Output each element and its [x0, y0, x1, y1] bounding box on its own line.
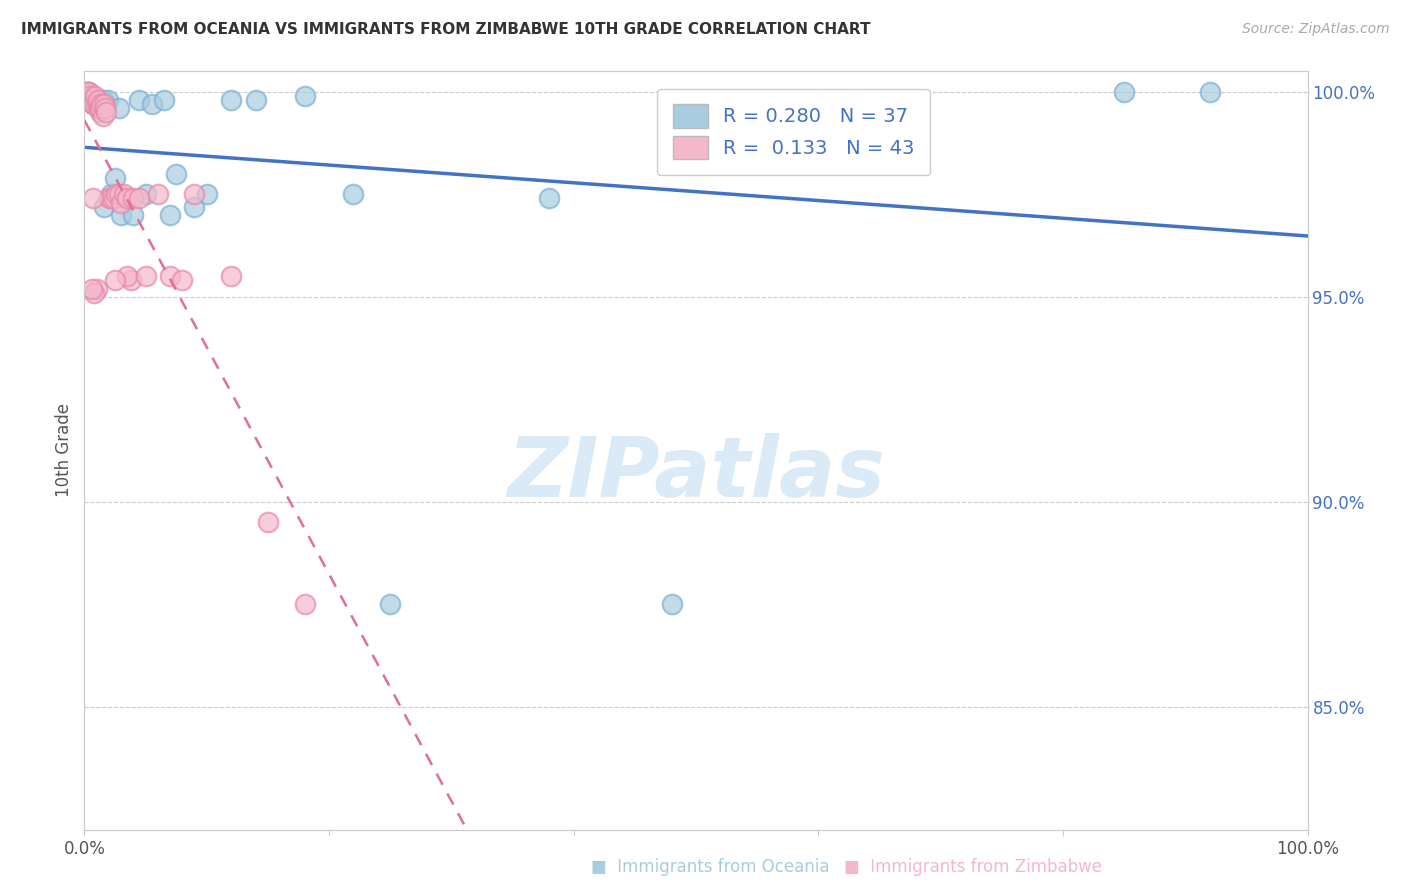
- Point: [91, 93, 114, 107]
- Point: [294, 597, 316, 611]
- Point: [342, 187, 364, 202]
- Point: [93, 97, 115, 112]
- Point: [159, 208, 181, 222]
- Point: [120, 273, 142, 287]
- Point: [87, 101, 110, 115]
- Point: [76, 85, 98, 99]
- Point: [100, 187, 122, 202]
- Point: [83, 97, 105, 112]
- Point: [257, 515, 280, 529]
- Point: [153, 93, 176, 107]
- Point: [90, 97, 112, 112]
- Point: [84, 89, 107, 103]
- Point: [219, 269, 242, 284]
- Text: ■  Immigrants from Oceania: ■ Immigrants from Oceania: [591, 858, 830, 876]
- Point: [128, 93, 150, 107]
- Point: [159, 269, 181, 284]
- Point: [91, 110, 114, 124]
- Point: [83, 97, 105, 112]
- Point: [82, 191, 104, 205]
- Point: [112, 187, 135, 202]
- Point: [86, 97, 108, 112]
- Point: [107, 101, 129, 115]
- Point: [82, 97, 104, 112]
- Point: [82, 97, 104, 112]
- Point: [183, 200, 205, 214]
- Point: [104, 170, 127, 185]
- Point: [1198, 85, 1220, 99]
- Text: ■  Immigrants from Zimbabwe: ■ Immigrants from Zimbabwe: [844, 858, 1101, 876]
- Point: [87, 93, 110, 107]
- Point: [87, 93, 110, 107]
- Point: [104, 273, 127, 287]
- Point: [122, 208, 145, 222]
- Point: [219, 93, 242, 107]
- Text: Source: ZipAtlas.com: Source: ZipAtlas.com: [1241, 22, 1389, 37]
- Legend: R = 0.280   N = 37, R =  0.133   N = 43: R = 0.280 N = 37, R = 0.133 N = 43: [658, 88, 931, 175]
- Point: [141, 97, 163, 112]
- Point: [100, 191, 122, 205]
- Point: [96, 97, 118, 112]
- Point: [122, 191, 145, 205]
- Point: [75, 85, 97, 99]
- Point: [128, 191, 150, 205]
- Point: [1114, 85, 1136, 99]
- Y-axis label: 10th Grade: 10th Grade: [55, 403, 73, 498]
- Text: IMMIGRANTS FROM OCEANIA VS IMMIGRANTS FROM ZIMBABWE 10TH GRADE CORRELATION CHART: IMMIGRANTS FROM OCEANIA VS IMMIGRANTS FR…: [21, 22, 870, 37]
- Point: [77, 85, 100, 99]
- Point: [165, 167, 187, 181]
- Point: [538, 191, 561, 205]
- Point: [135, 187, 157, 202]
- Point: [79, 89, 101, 103]
- Point: [105, 187, 128, 202]
- Point: [89, 105, 111, 120]
- Point: [661, 597, 683, 611]
- Point: [831, 93, 853, 107]
- Point: [172, 273, 194, 287]
- Point: [135, 269, 157, 284]
- Point: [195, 187, 218, 202]
- Point: [86, 282, 108, 296]
- Point: [79, 93, 101, 107]
- Point: [84, 93, 107, 107]
- Point: [80, 89, 103, 103]
- Point: [110, 195, 132, 210]
- Point: [115, 269, 138, 284]
- Point: [93, 200, 115, 214]
- Point: [97, 93, 120, 107]
- Point: [183, 187, 205, 202]
- Point: [77, 85, 100, 99]
- Point: [80, 93, 103, 107]
- Point: [294, 89, 316, 103]
- Point: [110, 208, 132, 222]
- Text: ZIPatlas: ZIPatlas: [508, 433, 884, 514]
- Point: [94, 101, 117, 115]
- Point: [97, 191, 120, 205]
- Point: [380, 597, 402, 611]
- Point: [103, 191, 125, 205]
- Point: [77, 93, 100, 107]
- Point: [86, 97, 108, 112]
- Point: [83, 285, 105, 300]
- Point: [107, 187, 129, 202]
- Point: [80, 282, 103, 296]
- Point: [96, 105, 118, 120]
- Point: [77, 85, 100, 99]
- Point: [245, 93, 267, 107]
- Point: [89, 101, 111, 115]
- Point: [146, 187, 169, 202]
- Point: [115, 191, 138, 205]
